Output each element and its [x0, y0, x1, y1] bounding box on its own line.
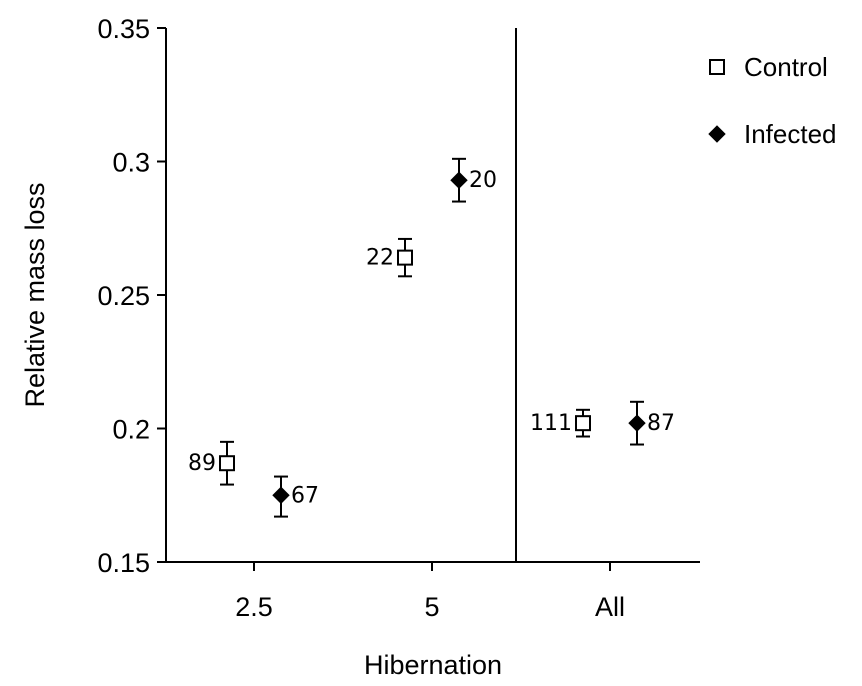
sample-size-label: 22 — [366, 246, 394, 271]
point-marker — [450, 171, 468, 189]
point-marker — [272, 486, 290, 504]
data-point: 67 — [272, 475, 319, 518]
sample-size-label: 87 — [647, 411, 675, 436]
x-tick-label: All — [595, 592, 625, 622]
y-axis-title: Relative mass loss — [20, 182, 50, 407]
axes: 0.15 0.2 0.25 0.3 0.35 2.5 5 All Hibernation Rela… — [20, 14, 700, 680]
series-infected: 67 20 87 — [272, 157, 675, 518]
data-point: 87 — [628, 400, 675, 446]
y-tick-label: 0.2 — [112, 415, 150, 445]
legend-item-infected: Infected — [708, 119, 837, 149]
data-point: 89 — [188, 440, 235, 486]
legend-marker-square — [709, 59, 725, 75]
y-tick-label: 0.3 — [112, 148, 150, 178]
data-point: 22 — [366, 237, 413, 278]
data-marks: 89 22 111 67 20 87 — [188, 157, 675, 518]
sample-size-label: 89 — [188, 451, 216, 476]
x-tick-label: 2.5 — [235, 592, 273, 622]
x-tick-label: 5 — [424, 592, 439, 622]
legend-marker-diamond — [708, 125, 726, 143]
point-marker — [397, 249, 413, 266]
legend: Control Infected — [708, 52, 837, 149]
sample-size-label: 67 — [291, 483, 319, 508]
data-point: 20 — [450, 157, 497, 203]
series-control: 89 22 111 — [188, 237, 591, 486]
point-marker — [575, 415, 591, 432]
y-tick-label: 0.25 — [97, 281, 150, 311]
legend-label: Infected — [744, 119, 837, 149]
legend-label: Control — [744, 52, 828, 82]
point-marker — [219, 455, 235, 472]
y-tick-label: 0.15 — [97, 548, 150, 578]
point-marker — [628, 414, 646, 432]
sample-size-label: 20 — [469, 168, 497, 193]
x-axis-title: Hibernation — [364, 650, 502, 680]
data-point: 111 — [530, 408, 591, 438]
y-tick-label: 0.35 — [97, 14, 150, 44]
legend-item-control: Control — [709, 52, 828, 82]
sample-size-label: 111 — [530, 411, 572, 436]
